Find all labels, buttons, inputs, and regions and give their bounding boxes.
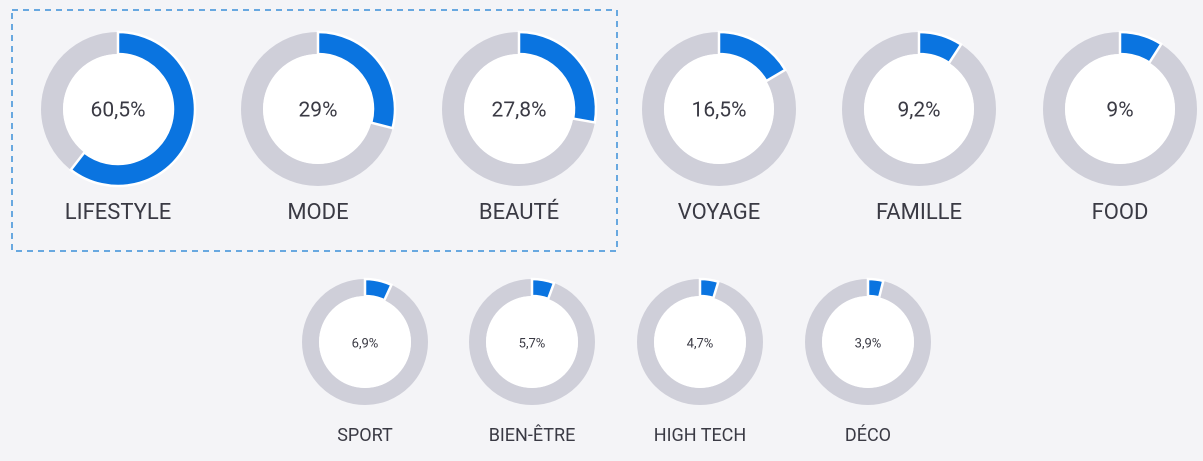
donut-segment [866,277,885,299]
donut-segment [517,30,598,124]
category-label: SPORT [337,425,393,446]
donut-hole [63,54,173,164]
value-label: 60,5% [91,99,146,123]
value-label: 6,9% [352,336,379,351]
donut-segment [917,30,963,65]
value-label: 29% [299,99,338,123]
donut-segment [69,30,197,188]
donut-hole [1065,54,1175,164]
value-label: 4,7% [687,336,714,351]
category-label: HIGH TECH [654,425,746,446]
donut-hole [864,54,974,164]
category-label: FAMILLE [876,200,962,225]
category-label: BEAUTÉ [479,199,559,225]
value-label: 9% [1106,99,1133,123]
donut-hole [263,54,373,164]
category-label: LIFESTYLE [65,200,171,225]
donut-segment [717,30,787,83]
donut-hole [664,54,774,164]
donut-segment [1118,30,1163,65]
category-label: VOYAGE [678,200,760,225]
value-label: 16,5% [692,99,747,123]
value-label: 27,8% [492,99,547,123]
donut-segment [698,277,720,300]
donut-hole [464,54,574,164]
donut-hole [319,296,411,388]
value-label: 3,9% [855,336,882,351]
donut-hole [654,296,746,388]
donut-hole [486,296,578,388]
value-label: 9,2% [897,99,940,123]
highlight-box [11,9,618,252]
donut-segment [530,277,556,301]
category-label: MODE [287,200,348,225]
category-label: FOOD [1092,200,1149,225]
value-label: 5,7% [519,336,546,351]
donut-segment [363,277,394,302]
category-label: BIEN-ÊTRE [489,424,576,446]
donut-segment [316,30,397,130]
donut-hole [822,296,914,388]
category-label: DÉCO [845,424,891,446]
